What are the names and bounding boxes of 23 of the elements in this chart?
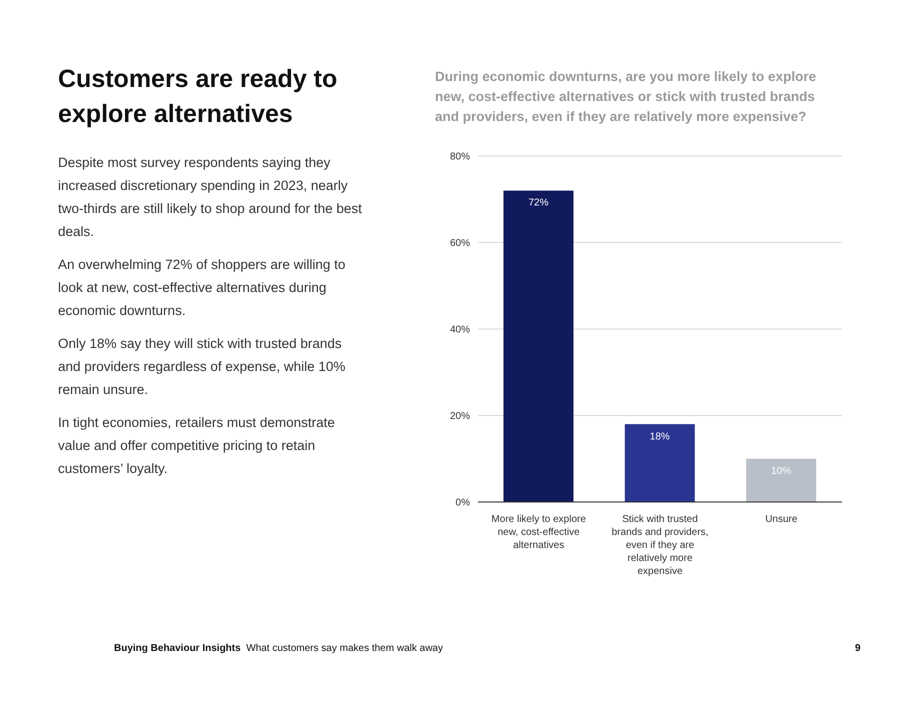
bar: [503, 190, 574, 502]
bar: [746, 458, 816, 502]
y-tick-label: 80%: [450, 152, 470, 163]
x-tick-label: Stick with trusted brands and providers, even if they are relatively more expensive: [612, 514, 708, 577]
text: What customers say makes them walk away: [246, 643, 443, 654]
data-label: 72%: [528, 198, 549, 209]
text: An overwhelming 72% of shoppers are willing to look at new, cost-effective alternatives during economic downturns.: [58, 256, 346, 320]
text: Despite most survey respondents saying they increased discretionary spending in 2023, nearly two-thirds are still likely to shop around for the best deals.: [58, 154, 363, 241]
data-label: 10%: [771, 466, 792, 477]
text: Buying Behaviour Insights: [114, 643, 241, 654]
x-tick-label: Unsure: [765, 514, 798, 525]
bar: [624, 424, 695, 502]
x-tick-label: More likely to explore new, cost-effective alternatives: [491, 514, 586, 551]
text: In tight economies, retailers must demonstrate value and offer competitive pricing to retain customers’ loyalty.: [58, 414, 336, 478]
data-label: 18%: [650, 431, 670, 442]
text: Only 18% say they will stick with trusted brands and providers regardless of expense, while 10% remain unsure.: [58, 335, 346, 399]
y-tick-label: 60%: [450, 238, 470, 250]
y-tick-label: 20%: [450, 411, 470, 422]
chart-subtitle: During economic downturns, are you more likely to explore new, cost-effective alternatives or stick with trusted brands and providers, even if they are relatively more expensive?: [435, 68, 818, 126]
text: Customers are ready to explore alternatives: [58, 64, 338, 130]
text: 9: [855, 643, 861, 654]
y-tick-label: 40%: [450, 324, 470, 336]
y-tick-label: 0%: [456, 498, 470, 509]
